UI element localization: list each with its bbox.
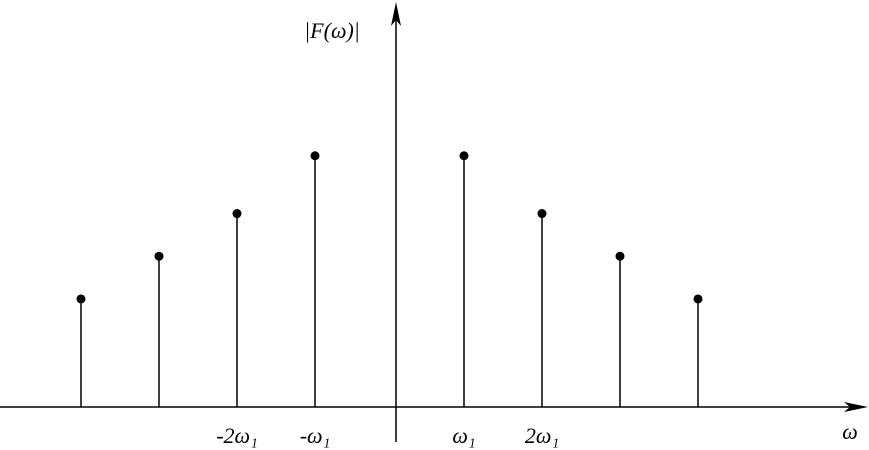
y-axis-arrow xyxy=(391,2,401,26)
stem-dot xyxy=(615,251,625,261)
stem-dot xyxy=(310,151,320,161)
stem-dot xyxy=(232,209,242,219)
stem-dot xyxy=(459,151,469,161)
x-tick-label: 2ω₁ xyxy=(525,423,559,448)
stem-dot xyxy=(693,294,703,304)
stem-dot xyxy=(537,209,547,219)
x-axis-arrow xyxy=(844,402,868,412)
x-tick-label: -ω₁ xyxy=(300,423,331,448)
stem-dot xyxy=(154,251,164,261)
y-axis-label: |F(ω)| xyxy=(304,18,360,43)
x-axis-label: ω xyxy=(842,419,858,444)
x-tick-label: -2ω₁ xyxy=(216,423,258,448)
stem-dot xyxy=(76,294,86,304)
x-tick-label: ω₁ xyxy=(452,423,475,448)
